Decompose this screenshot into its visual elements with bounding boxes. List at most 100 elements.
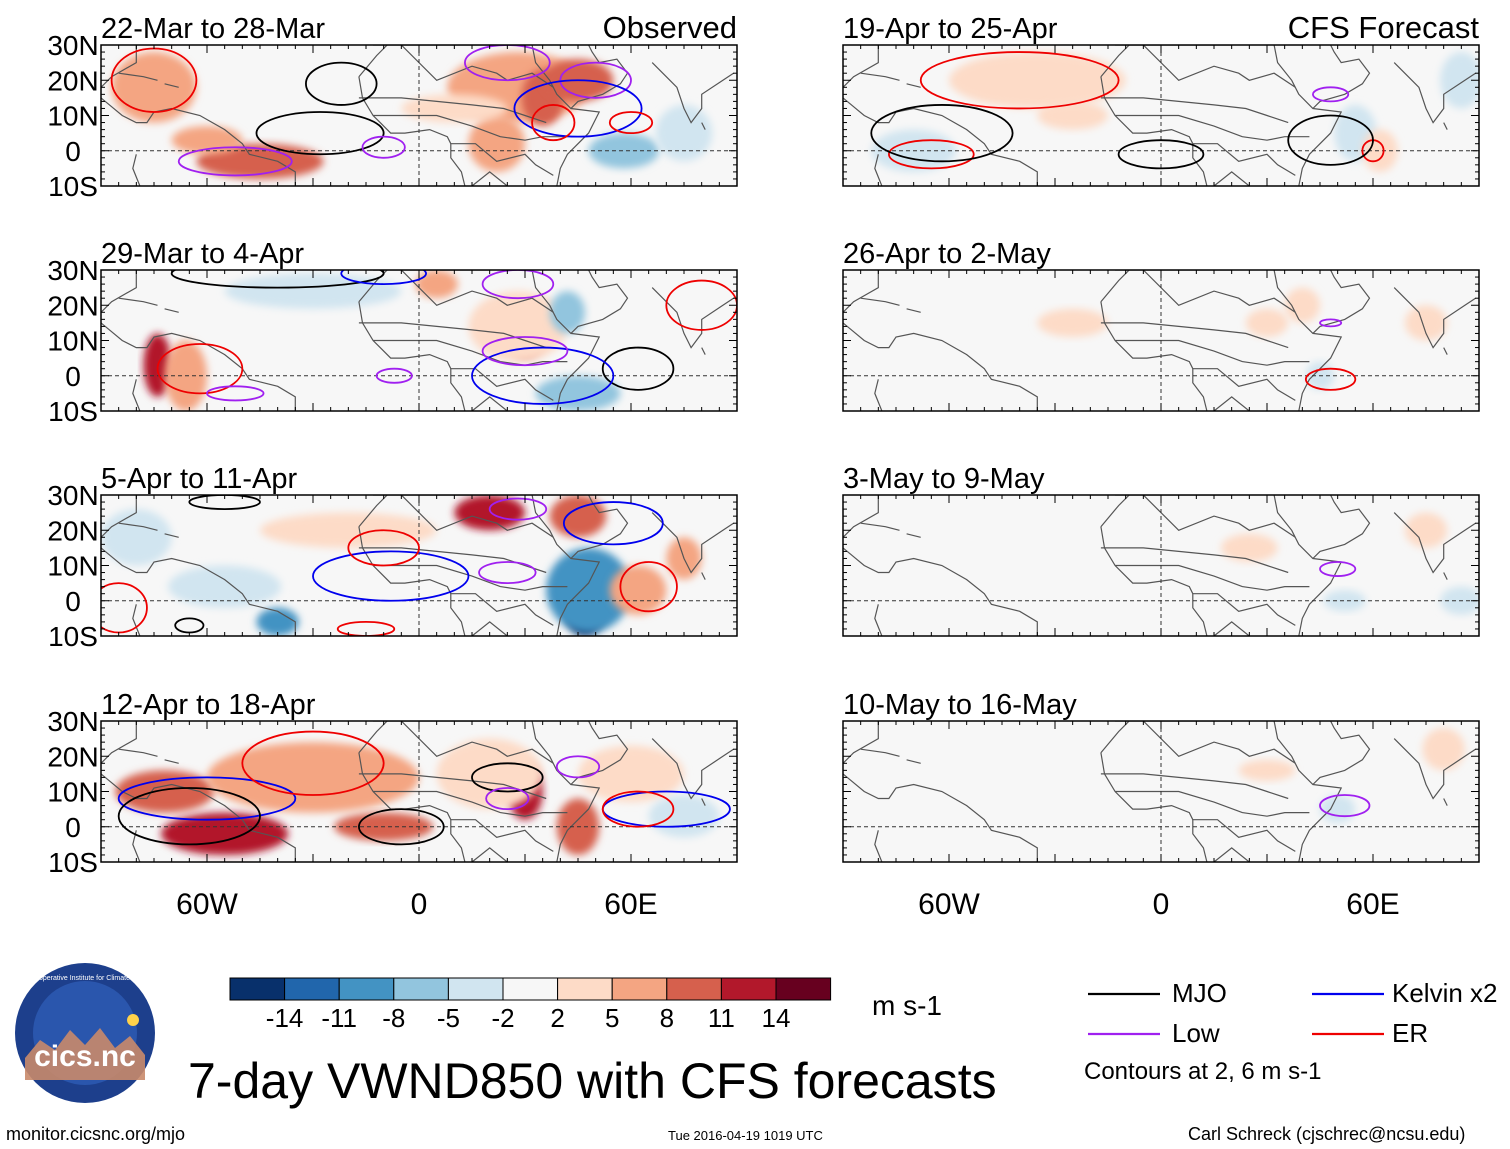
coastline <box>164 83 179 88</box>
anomaly-blob <box>609 565 667 615</box>
coastline <box>860 748 900 757</box>
anomaly-blob <box>468 115 525 172</box>
coastline <box>860 522 900 531</box>
coastline <box>651 62 734 124</box>
colorbar-level-label: -14 <box>266 1003 304 1033</box>
coastline <box>874 154 883 186</box>
sun-icon <box>127 1014 139 1026</box>
anomaly-blob <box>454 495 525 531</box>
coastline <box>1331 643 1338 657</box>
contour-low <box>1319 794 1371 818</box>
figure-title: 7-day VWND850 with CFS forecasts <box>188 1053 997 1109</box>
contour-low <box>177 146 293 177</box>
y-tick-label: 10S <box>48 621 98 652</box>
panel-5: 19-Apr to 25-Apr CFS Forecast <box>842 10 1480 187</box>
contour-mjo <box>870 104 1014 163</box>
contour-low <box>485 787 530 811</box>
coastline <box>1331 418 1338 432</box>
contour-kelvin-x2 <box>513 79 643 138</box>
anomaly-blob <box>1238 759 1296 781</box>
legend-lines <box>1088 992 1384 1036</box>
coastline <box>118 72 158 81</box>
contour-low <box>481 336 569 367</box>
coastline <box>843 773 1038 862</box>
panels-layer: 22-Mar to 28-Mar Observed30N20N10N010S29-… <box>47 10 1480 921</box>
contour-low <box>206 385 265 402</box>
coastline <box>860 72 900 81</box>
coastline <box>1115 564 1310 591</box>
coastline <box>1312 45 1371 109</box>
x-tick-label: 60W <box>918 888 980 921</box>
coastline <box>1100 526 1208 636</box>
coastline <box>651 512 734 574</box>
legend-kelvin: Kelvin x2 <box>1392 978 1498 1008</box>
coastline <box>358 322 547 349</box>
colorbar-swatch <box>611 977 668 1001</box>
coastline <box>471 621 508 636</box>
anomaly-blob <box>588 133 660 169</box>
anomaly-blob <box>655 104 713 162</box>
colorbar-level-label: 11 <box>708 1003 735 1033</box>
panel-7: 3-May to 9-May <box>842 463 1480 657</box>
colorbar-level-label: 5 <box>605 1003 619 1033</box>
panel-label: 12-Apr to 18-Apr <box>101 689 316 721</box>
x-tick-label: 60W <box>176 888 238 921</box>
coastline <box>1393 738 1476 800</box>
contour-er <box>619 561 678 613</box>
panel-label: 5-Apr to 11-Apr <box>101 463 297 495</box>
colorbar-swatch <box>666 977 722 1001</box>
colorbar-level-label: 2 <box>550 1003 564 1033</box>
coastline <box>1142 45 1296 88</box>
panel-label: 26-Apr to 2-May <box>843 238 1051 270</box>
coastline <box>471 847 508 862</box>
footer-url[interactable]: monitor.cicsnc.org/mjo <box>6 1124 186 1144</box>
panel-1: 22-Mar to 28-Mar Observed 30N 20N 10N 0 10S <box>47 10 738 202</box>
anomaly-blob <box>207 742 419 813</box>
contour-low <box>1319 561 1357 577</box>
coastline <box>1273 495 1343 636</box>
coastline <box>1100 301 1208 411</box>
coastline <box>1192 143 1296 176</box>
contour-low <box>1312 86 1350 103</box>
contour-er <box>336 621 396 636</box>
contour-er <box>1304 367 1357 391</box>
coastline <box>1100 322 1289 349</box>
anomaly-blob <box>1037 308 1108 337</box>
coastline <box>1142 270 1296 313</box>
coastline <box>906 83 921 88</box>
coastline <box>843 721 879 764</box>
coastline <box>589 643 596 657</box>
coastline <box>1393 287 1476 349</box>
coastline <box>1115 339 1310 366</box>
footer-timestamp: Tue 2016-04-19 1019 UTC <box>668 1128 823 1143</box>
contour-low <box>488 497 548 521</box>
contour-mjo <box>471 762 544 793</box>
coastline <box>1273 270 1343 411</box>
contour-mjo <box>1287 114 1374 166</box>
y-tick-label: 30N <box>47 255 98 286</box>
colorbar-swatch <box>393 977 449 1001</box>
anomaly-blob <box>546 547 631 633</box>
coastline <box>843 495 879 538</box>
coastline <box>874 830 883 862</box>
y-tick-label: 20N <box>47 741 98 772</box>
coastline <box>358 97 547 124</box>
coastline <box>450 143 554 176</box>
contour-kelvin-x2 <box>562 501 664 546</box>
y-tick-label: 0 <box>65 361 81 392</box>
colorbar: -14 -11 -8 -5 -2 2 5 8 11 14 <box>229 977 832 1033</box>
coastline <box>531 721 601 862</box>
contour-low <box>361 135 406 159</box>
coastline <box>1100 752 1208 862</box>
coastline <box>1443 347 1448 355</box>
contour-er <box>241 730 385 796</box>
coastline <box>1273 45 1343 186</box>
x-tick-label: 60E <box>1346 888 1399 921</box>
coastline <box>1192 819 1296 852</box>
coastline <box>132 604 141 636</box>
coastline <box>843 97 1038 186</box>
contour-low <box>481 270 555 300</box>
x-tick-label: 0 <box>411 888 428 921</box>
contour-low <box>464 45 551 82</box>
